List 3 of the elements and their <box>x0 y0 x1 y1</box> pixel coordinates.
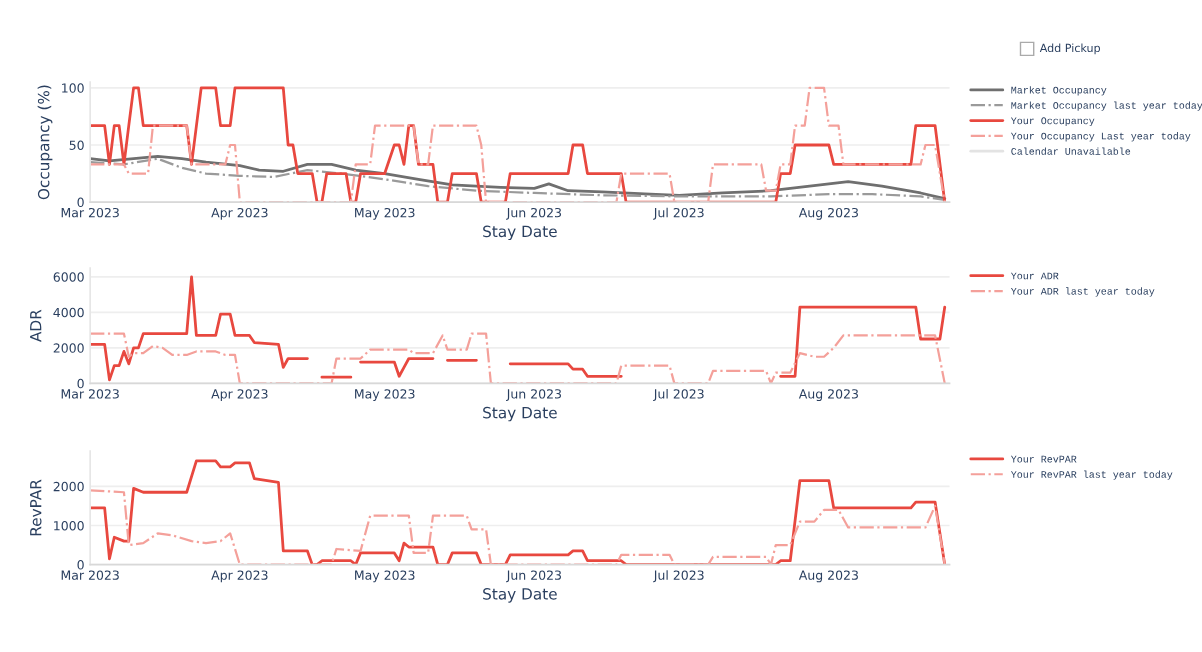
line-series <box>90 332 946 384</box>
line-series <box>90 86 947 203</box>
line-series <box>90 459 947 565</box>
